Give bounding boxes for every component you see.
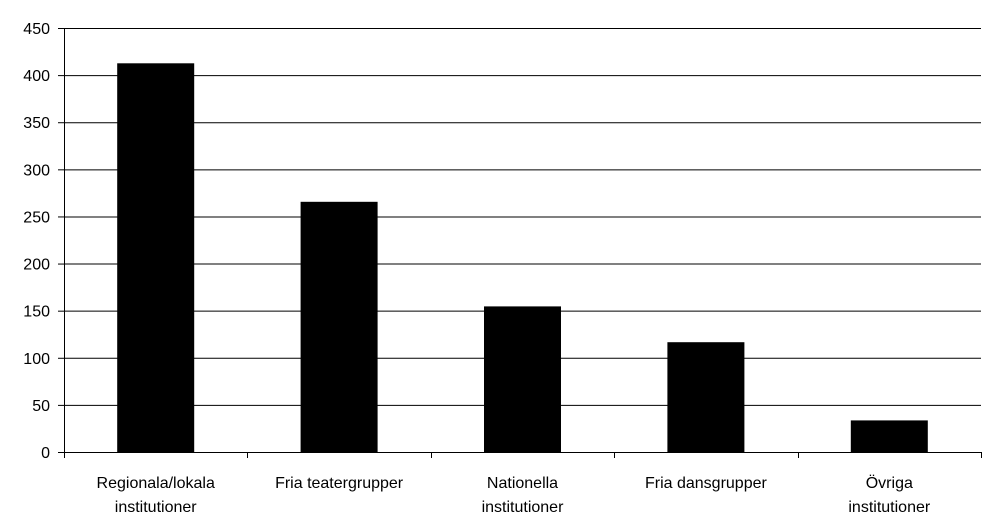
x-tick-label-line: Fria teatergrupper bbox=[275, 475, 404, 492]
x-tick-label-line: institutioner bbox=[482, 499, 564, 516]
y-tick-label: 150 bbox=[23, 304, 50, 321]
y-tick-labels: 0 50 100 150 200 250 300 350 400 450 bbox=[23, 21, 50, 462]
x-tick-label-line: Regionala/lokala bbox=[97, 475, 215, 492]
x-tick-label-line: Övriga bbox=[866, 474, 913, 492]
x-tick-label-line: institutioner bbox=[848, 499, 930, 516]
x-tick-label: Nationella institutioner bbox=[482, 475, 564, 516]
x-tick-label: Fria teatergrupper bbox=[275, 475, 404, 492]
bar bbox=[300, 201, 378, 453]
x-tick-label-line: Nationella bbox=[487, 475, 558, 492]
bar bbox=[117, 63, 195, 453]
y-tick-label: 50 bbox=[32, 398, 50, 415]
y-tick-label: 400 bbox=[23, 68, 50, 85]
x-tick-label: Övriga institutioner bbox=[848, 474, 930, 516]
x-tick-label-line: institutioner bbox=[115, 499, 197, 516]
axes bbox=[58, 28, 982, 458]
y-tick-label: 0 bbox=[41, 445, 50, 462]
gridlines bbox=[64, 28, 981, 406]
bar bbox=[484, 306, 561, 453]
y-tick-label: 100 bbox=[23, 351, 50, 368]
bar bbox=[850, 420, 928, 453]
x-tick-label: Regionala/lokala institutioner bbox=[97, 475, 215, 516]
y-tick-label: 450 bbox=[23, 21, 50, 38]
x-tick-labels: Regionala/lokala institutioner Fria teater… bbox=[97, 474, 931, 516]
bar bbox=[667, 342, 745, 453]
y-tick-label: 200 bbox=[23, 257, 50, 274]
x-tick-label-line: Fria dansgrupper bbox=[645, 475, 768, 492]
x-tick-label: Fria dansgrupper bbox=[645, 475, 768, 492]
y-tick-label: 250 bbox=[23, 209, 50, 226]
y-tick-label: 300 bbox=[23, 162, 50, 179]
y-tick-label: 350 bbox=[23, 115, 50, 132]
bars bbox=[117, 63, 928, 453]
